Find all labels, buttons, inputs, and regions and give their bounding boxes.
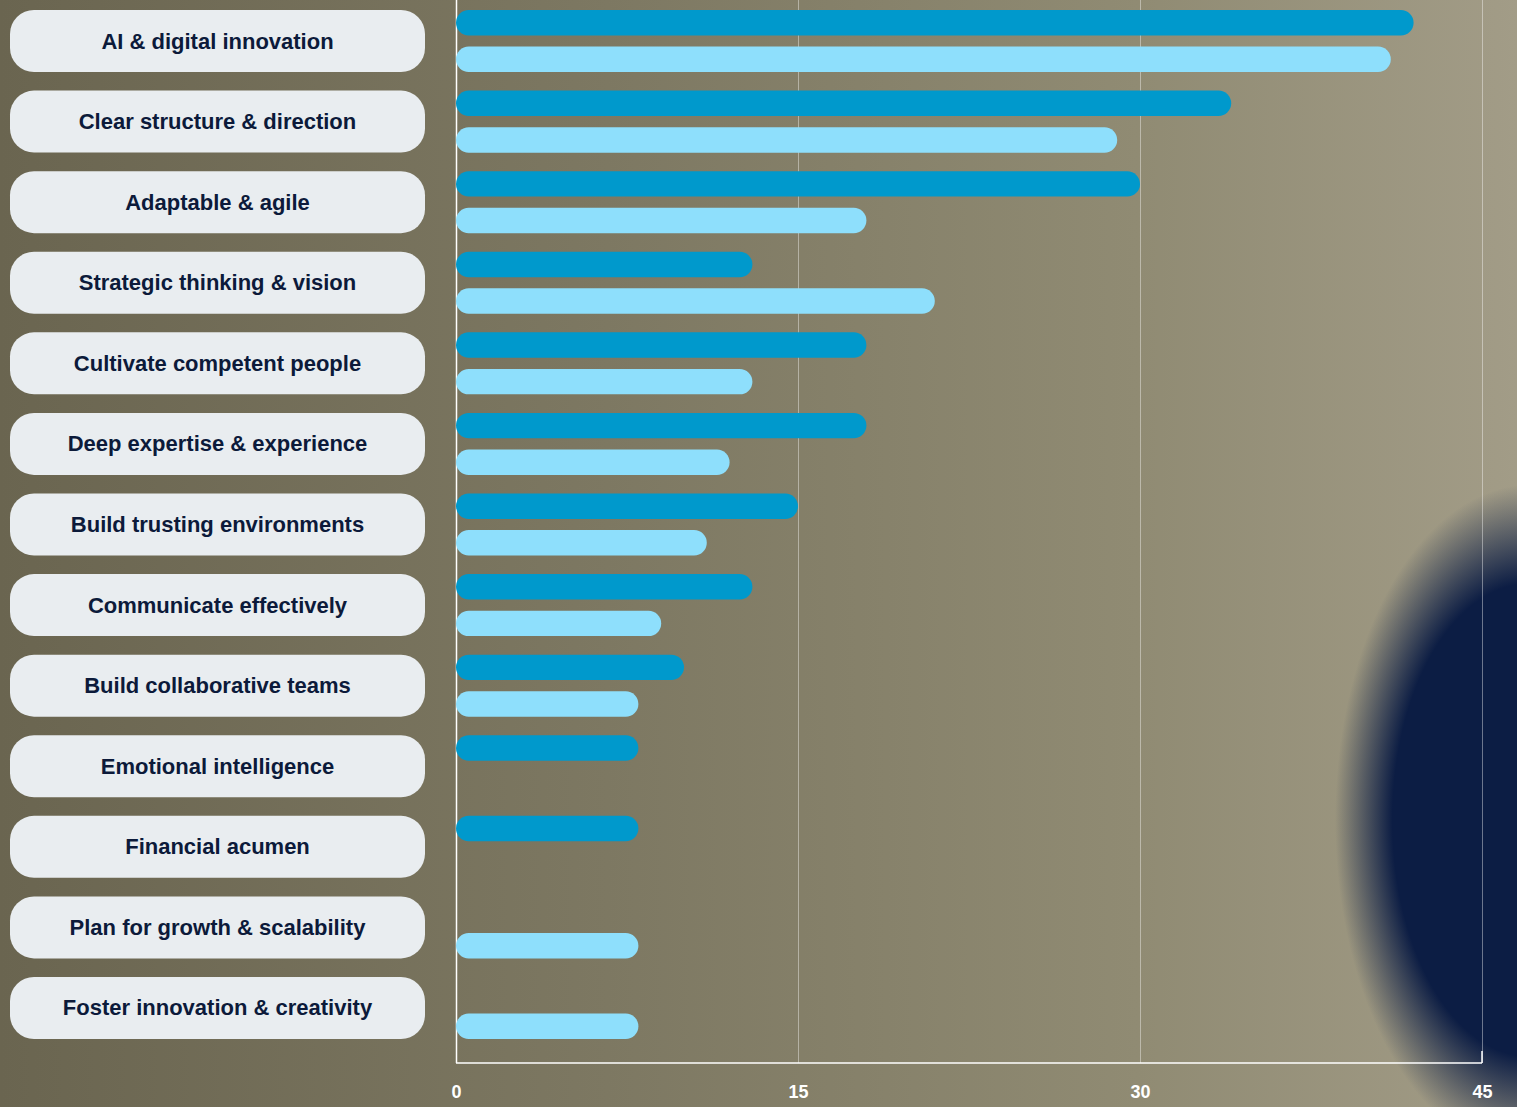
svg-text:Build collaborative teams: Build collaborative teams [84,673,351,698]
svg-text:Cultivate competent people: Cultivate competent people [74,351,361,376]
svg-text:Financial acumen: Financial acumen [125,834,310,859]
svg-text:Adaptable & agile: Adaptable & agile [125,190,310,215]
svg-text:AI & digital innovation: AI & digital innovation [101,29,333,54]
svg-text:Plan for growth & scalability: Plan for growth & scalability [70,915,367,940]
svg-text:Build trusting environments: Build trusting environments [71,512,364,537]
svg-text:0: 0 [451,1082,461,1102]
svg-text:15: 15 [788,1082,808,1102]
svg-text:Deep expertise & experience: Deep expertise & experience [68,431,368,456]
svg-text:Communicate effectively: Communicate effectively [88,593,348,618]
svg-text:Clear structure & direction: Clear structure & direction [79,109,357,134]
svg-text:Foster innovation & creativity: Foster innovation & creativity [63,995,373,1020]
svg-text:30: 30 [1130,1082,1150,1102]
svg-text:Strategic thinking & vision: Strategic thinking & vision [79,270,356,295]
svg-text:Emotional intelligence: Emotional intelligence [101,754,334,779]
svg-text:45: 45 [1472,1082,1492,1102]
